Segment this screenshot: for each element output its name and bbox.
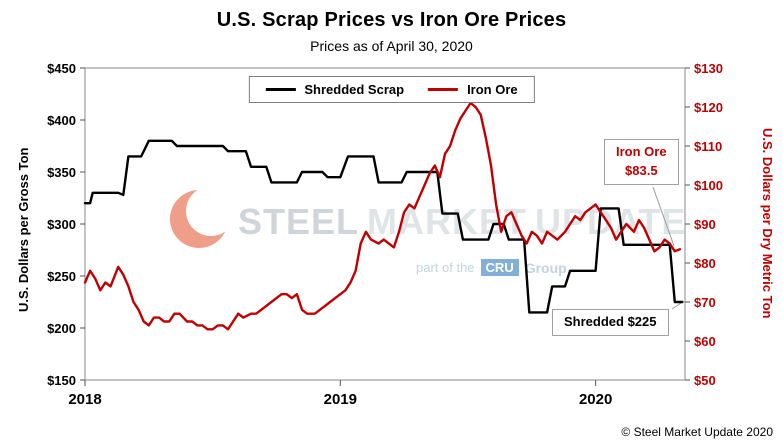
legend: Shredded Scrap Iron Ore <box>248 76 535 103</box>
right-axis-tick-label: $80 <box>694 256 716 271</box>
right-axis-tick-label: $110 <box>694 139 722 154</box>
iron-ore-annotation-line1: Iron Ore <box>616 144 667 159</box>
left-axis-tick-label: $400 <box>47 113 76 128</box>
legend-label-shredded-scrap: Shredded Scrap <box>304 82 405 97</box>
left-axis-label: U.S. Dollars per Gross Ton <box>16 147 31 312</box>
copyright-text: © Steel Market Update 2020 <box>621 425 773 439</box>
x-axis-tick-label: 2020 <box>579 391 612 408</box>
left-axis-tick-label: $350 <box>47 165 76 180</box>
shredded-annotation-connector <box>671 302 682 310</box>
right-axis-tick-label: $130 <box>694 61 723 76</box>
legend-label-iron-ore: Iron Ore <box>467 82 518 97</box>
shredded-annotation-text: Shredded $225 <box>564 314 657 329</box>
shredded-scrap-line <box>83 139 684 314</box>
left-axis-tick-label: $450 <box>47 61 76 76</box>
x-axis-tick-label: 2018 <box>68 391 101 408</box>
shredded-annotation: Shredded $225 <box>552 309 669 336</box>
iron-ore-line-swatch <box>428 88 459 91</box>
left-axis-tick-label: $250 <box>47 269 76 284</box>
right-axis-tick-label: $60 <box>694 334 716 349</box>
left-axis-tick-label: $200 <box>47 321 76 336</box>
iron-ore-annotation-connector <box>652 186 675 247</box>
left-axis-tick-label: $300 <box>47 217 76 232</box>
right-axis-tick-label: $70 <box>694 295 716 310</box>
shredded-scrap-line-swatch <box>265 88 296 91</box>
iron-ore-annotation: Iron Ore $83.5 <box>604 139 679 185</box>
x-axis-tick-label: 2019 <box>324 391 357 408</box>
chart-title: U.S. Scrap Prices vs Iron Ore Prices <box>216 9 567 31</box>
right-axis-tick-label: $100 <box>694 178 723 193</box>
legend-item-shredded-scrap: Shredded Scrap <box>265 82 404 97</box>
iron-ore-line <box>83 101 682 331</box>
iron-ore-annotation-line2: $83.5 <box>625 162 658 178</box>
legend-item-iron-ore: Iron Ore <box>428 82 518 97</box>
chart-subtitle: Prices as of April 30, 2020 <box>310 38 473 54</box>
right-axis-label: U.S. Dollars per Dry Metric Ton <box>760 128 775 319</box>
left-axis-tick-label: $150 <box>47 373 76 388</box>
right-axis-tick-label: $50 <box>694 373 716 388</box>
right-axis-tick-label: $90 <box>694 217 716 232</box>
right-axis-tick-label: $120 <box>694 100 723 115</box>
